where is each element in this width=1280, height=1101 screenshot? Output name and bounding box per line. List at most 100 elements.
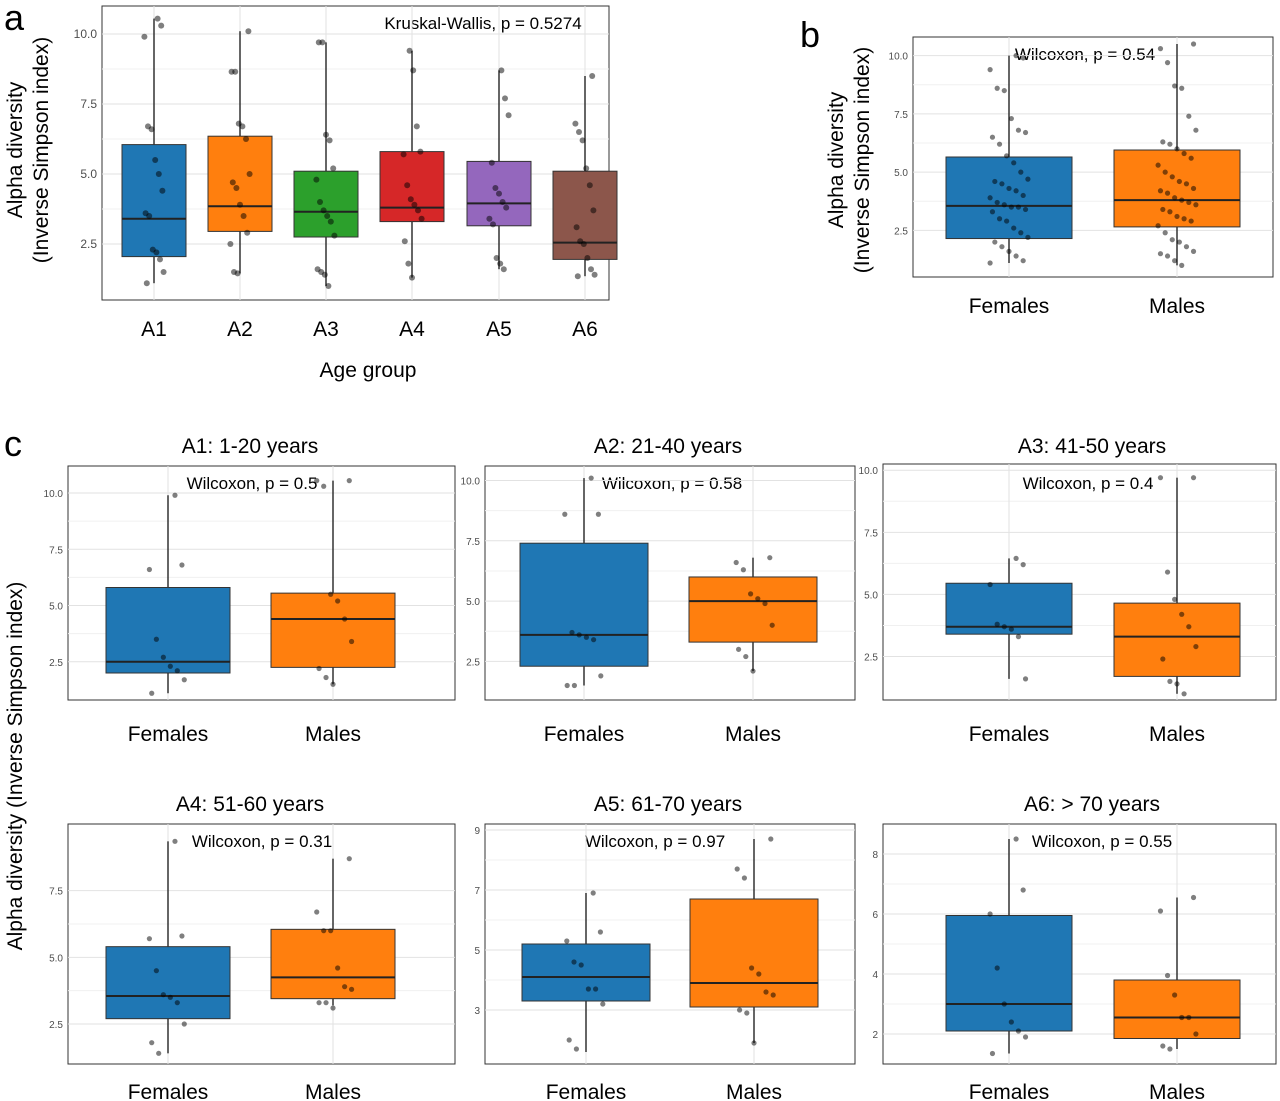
data-point [1179,262,1185,268]
data-point [1172,992,1178,998]
data-point [1172,83,1178,89]
panel-c1-plot: 2.5 5.0 7.5 10.0 Females Males [44,466,455,746]
data-point [994,965,1000,971]
data-point [1015,634,1022,640]
data-point [500,266,507,273]
data-point [1167,678,1173,684]
data-point [1157,475,1164,481]
data-point [1020,192,1026,199]
data-point [743,653,749,660]
data-point [406,47,413,54]
data-point [1186,113,1192,119]
panel-c2-plot: 2.5 5.0 7.5 10.0 Females Males [461,466,855,746]
data-point [330,681,336,687]
data-point [1001,87,1007,94]
data-point [232,68,239,75]
data-point [1162,230,1168,236]
x-category-label: Females [128,723,209,746]
y-tick-label: 5.0 [80,167,97,181]
data-point [1190,475,1197,481]
panel-b-ylabel-line1: Alpha diversity [825,91,848,228]
panel-c1-annotation: Wilcoxon, p = 0.5 [187,474,318,493]
panel-c4: A4: 51-60 years Wilcoxon, p = 0.31 2.5 5.… [49,793,456,1101]
data-point [153,968,159,974]
data-point [1004,218,1010,224]
box-males [688,576,818,643]
data-point [580,241,587,247]
data-point [1167,141,1173,147]
data-point [418,215,425,222]
data-point [323,1000,329,1006]
data-point [415,207,421,214]
panel-a-xlabel: Age group [320,359,417,382]
data-point [994,85,1000,91]
x-category-label: A1 [141,318,167,341]
data-point [584,255,591,261]
data-point [999,244,1005,250]
x-category-label: A6 [572,318,598,341]
data-point [316,1000,322,1006]
panel-c4-frame [67,823,456,1065]
y-tick-label: 10.0 [859,466,879,477]
data-point [733,559,739,566]
data-point [736,646,742,652]
box-females [105,946,231,1020]
data-point [1176,178,1182,185]
data-point [992,178,998,185]
data-point [156,1050,162,1056]
data-point [589,73,596,79]
data-point [571,682,578,689]
data-point [417,148,424,155]
y-tick-label: 2.5 [80,237,97,251]
data-point [240,213,247,219]
data-point [1172,596,1178,602]
panel-c4-annotation: Wilcoxon, p = 0.31 [192,832,332,851]
data-point [245,28,252,35]
data-point [749,965,755,971]
data-point [1169,237,1175,243]
data-point [330,165,337,172]
y-tick-label: 7.5 [864,528,878,539]
data-point [321,928,327,934]
x-category-label: Females [128,1081,209,1101]
y-tick-label: 10.0 [889,52,909,63]
data-point [1020,887,1026,893]
data-point [566,1037,572,1043]
data-point [155,171,162,177]
panel-a: Kruskal-Wallis, p = 0.5274 Alpha diversi… [4,5,618,382]
box-a1 [121,144,187,258]
data-point [503,204,510,211]
data-point [1025,176,1031,182]
panel-c4-title: A4: 51-60 years [176,793,324,816]
data-point [174,1000,180,1006]
x-category-label: Males [305,723,361,746]
data-point [769,622,775,628]
data-point [1013,555,1019,562]
data-point [158,22,165,29]
data-point [573,1046,580,1052]
panel-c3-annotation: Wilcoxon, p = 0.4 [1023,474,1154,493]
data-point [342,984,348,990]
panel-c5-plot: 3 5 7 9 Females Males [474,824,855,1101]
data-point [1162,169,1168,175]
y-tick-label: 2.5 [49,658,63,669]
data-point [569,629,575,636]
panel-letter-a: a [4,0,25,38]
data-point [1160,656,1166,662]
data-point [349,986,355,992]
data-point [179,562,185,568]
x-category-label: A4 [399,318,425,341]
y-tick-label: 7.5 [80,97,97,111]
data-point [987,195,993,201]
data-point [153,249,160,256]
data-point [1167,209,1173,215]
data-point [1190,185,1197,192]
data-point [992,239,998,245]
data-point [1179,611,1185,617]
box-males [1113,602,1241,677]
data-point [571,959,577,965]
y-tick-label: 2.5 [49,1020,63,1031]
data-point [572,120,579,127]
box-females [105,587,231,674]
panel-c3-plot: 2.5 5.0 7.5 10.0 Females Males [859,464,1276,746]
